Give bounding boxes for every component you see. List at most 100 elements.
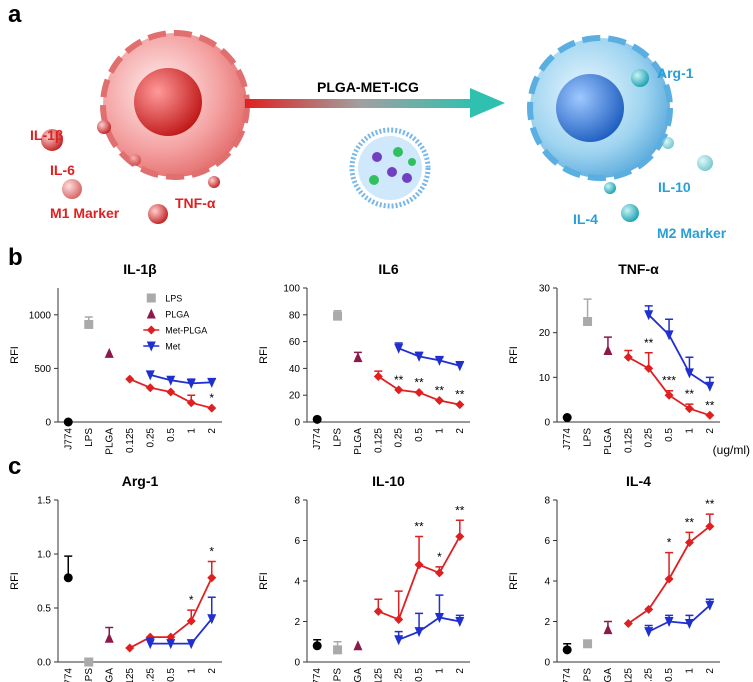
marker [145, 383, 155, 393]
x-tick-label: PLGA [603, 668, 614, 682]
marker [186, 639, 196, 650]
marker [562, 413, 572, 423]
marker [104, 347, 114, 358]
y-tick-label: 80 [289, 310, 301, 321]
significance: ** [435, 384, 445, 398]
y-axis-label: RFI [508, 346, 520, 364]
y-tick-label: 100 [283, 284, 300, 295]
marker [455, 400, 465, 410]
marker [705, 381, 715, 392]
x-tick-label: J774 [562, 428, 573, 450]
y-axis-label: RFI [258, 346, 270, 364]
x-tick-label: 0.5 [166, 668, 177, 682]
panel-label: c [8, 453, 21, 480]
y-tick-label: 1.5 [37, 496, 51, 507]
x-tick-label: 0.5 [414, 668, 425, 682]
significance: ** [644, 336, 654, 350]
m1-label: TNF-α [175, 195, 216, 211]
x-tick-label: J774 [63, 668, 74, 682]
x-tick-label: 0.25 [644, 668, 655, 682]
significance: ** [414, 519, 424, 533]
legend-label: PLGA [165, 310, 189, 320]
marker [644, 627, 654, 638]
marker [63, 573, 73, 583]
marker [186, 398, 196, 408]
x-tick-label: 0.25 [394, 668, 405, 682]
marker [333, 311, 343, 321]
marker [333, 645, 343, 655]
m2-marker: M2 Marker [657, 225, 727, 241]
marker [125, 643, 135, 653]
y-tick-label: 8 [294, 496, 300, 507]
x-tick-label: J774 [562, 668, 573, 682]
x-tick-label: 0.5 [664, 668, 675, 682]
marker [434, 355, 444, 366]
y-axis-label: RFI [258, 572, 270, 590]
marker [455, 361, 465, 372]
marker [562, 645, 572, 655]
x-tick-label: 2 [207, 668, 218, 674]
x-tick-label: PLGA [353, 428, 364, 455]
marker [705, 521, 715, 531]
marker [434, 612, 444, 623]
error-bar [415, 535, 424, 565]
error-bar [394, 590, 403, 620]
chart-title: IL-4 [626, 473, 651, 489]
y-axis-label: RFI [9, 346, 21, 364]
arrow-label: PLGA-MET-ICG [317, 79, 419, 95]
marker [353, 640, 363, 651]
marker [455, 617, 465, 627]
marker [145, 639, 155, 650]
panel-label: b [8, 244, 23, 271]
marker [434, 396, 444, 406]
y-tick-label: 0.5 [37, 604, 51, 615]
marker [394, 385, 404, 395]
y-tick-label: 8 [544, 496, 550, 507]
legend-label: LPS [165, 294, 182, 304]
m1-label: IL-6 [50, 162, 75, 178]
marker [166, 375, 176, 386]
y-tick-label: 0.0 [37, 658, 51, 669]
chart-title: Arg-1 [122, 473, 159, 489]
marker [84, 319, 94, 329]
marker [125, 374, 135, 384]
marker [186, 616, 196, 626]
y-tick-label: 0 [45, 418, 51, 429]
marker [166, 387, 176, 397]
x-tick-label: PLGA [353, 668, 364, 682]
marker [623, 619, 633, 629]
significance: * [667, 536, 672, 550]
y-tick-label: 30 [539, 284, 551, 295]
marker [207, 614, 217, 625]
x-tick-label: 1 [186, 428, 197, 434]
significance: ** [705, 398, 715, 412]
x-tick-label: J774 [63, 428, 74, 450]
marker [104, 632, 114, 643]
series-line [398, 616, 460, 641]
x-tick-label: 0.5 [664, 428, 675, 442]
x-tick-label: 1 [434, 428, 445, 434]
significance: ** [705, 497, 715, 511]
significance: * [437, 550, 442, 564]
x-tick-label: 0.125 [623, 428, 634, 453]
series-line [398, 347, 461, 367]
marker [207, 377, 217, 388]
series-line [648, 314, 711, 388]
x-tick-label: 0.25 [644, 428, 655, 448]
marker [414, 351, 424, 362]
legend-label: Met [165, 342, 181, 352]
marker [434, 568, 444, 578]
x-tick-label: J774 [312, 428, 323, 450]
marker [63, 417, 73, 427]
marker [394, 635, 404, 646]
y-axis-label: RFI [9, 572, 21, 590]
marker [664, 617, 674, 627]
legend-label: Met-PLGA [165, 326, 207, 336]
x-tick-label: LPS [84, 428, 95, 447]
x-tick-label: 0.25 [145, 668, 156, 682]
marker [603, 345, 613, 356]
y-tick-label: 60 [289, 337, 301, 348]
marker [146, 341, 156, 352]
x-tick-label: 0.25 [394, 428, 405, 448]
x-tick-label: 0.125 [623, 668, 634, 682]
